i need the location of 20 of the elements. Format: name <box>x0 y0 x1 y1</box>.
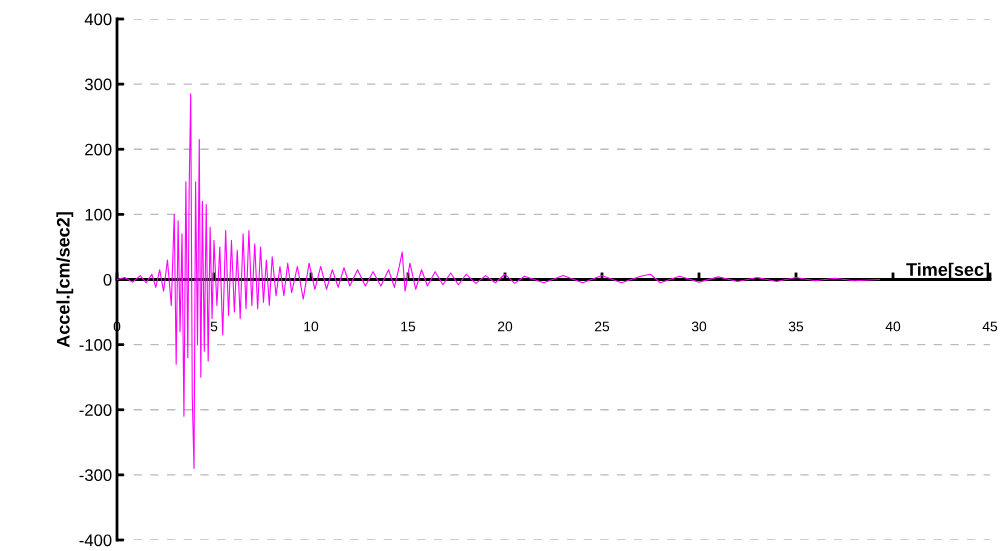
y-axis-title: Accel.[cm/sec2] <box>56 212 74 348</box>
y-tick-label: -400 <box>79 534 112 547</box>
y-tick-label: -200 <box>79 404 112 416</box>
y-tick-label: 400 <box>84 13 112 26</box>
x-tick-label: 15 <box>401 321 416 332</box>
x-tick-label: 25 <box>594 321 610 332</box>
y-tick-label: -100 <box>79 339 112 351</box>
x-tick-label: 35 <box>788 321 804 332</box>
y-tick-label: -300 <box>79 469 112 482</box>
x-axis-title: Time[sec] <box>906 262 989 280</box>
x-tick-label: 45 <box>982 321 998 332</box>
y-tick-label: 100 <box>85 208 112 221</box>
x-tick-label: 30 <box>691 321 707 332</box>
x-tick-label: 10 <box>304 321 319 332</box>
x-tick-label: 5 <box>210 321 218 332</box>
x-tick-label: 40 <box>885 321 901 332</box>
y-tick-label: 0 <box>103 273 112 286</box>
x-tick-label: 20 <box>497 321 513 332</box>
y-tick-label: 200 <box>85 143 112 156</box>
y-tick-label: 300 <box>84 78 112 91</box>
